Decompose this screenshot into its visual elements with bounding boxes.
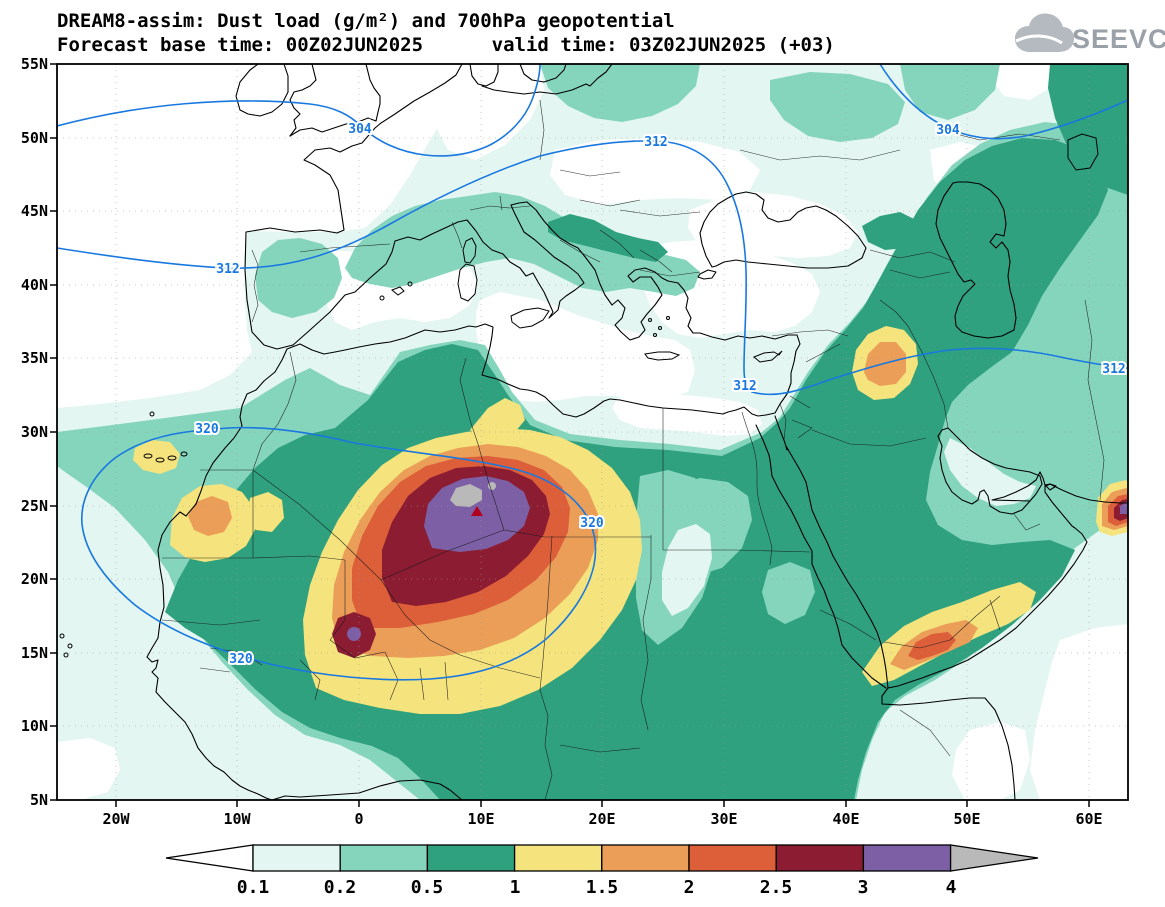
peak-marker-icon (471, 506, 483, 516)
colorbar-label: 2.5 (760, 877, 793, 898)
colorbar-segment (862, 844, 952, 872)
colorbar-segment (601, 844, 690, 872)
lat-tick-label: 55N (21, 55, 48, 73)
lat-tick-label: 25N (21, 497, 48, 515)
lon-tick-label: 40E (832, 810, 859, 828)
lat-tick-label: 45N (21, 202, 48, 220)
colorbar-label: 0.1 (237, 877, 270, 898)
title-line1: DREAM8-assim: Dust load (g/m²) and 700hP… (57, 10, 675, 32)
lat-tick-label: 50N (21, 129, 48, 147)
lat-tick-label: 30N (21, 423, 48, 441)
colorbar-label: 0.5 (411, 877, 444, 898)
axis-ticks (50, 63, 1090, 807)
contour-label: 320 (195, 422, 219, 437)
contour-label: 312 (733, 379, 756, 394)
lon-tick-label: 50E (953, 810, 980, 828)
lon-tick-label: 0 (354, 810, 363, 828)
colorbar-label: 4 (946, 877, 957, 898)
geopotential-contours: 304 304 312 312 312 312 320 320 320 (57, 64, 1128, 681)
lon-tick-label: 60E (1075, 810, 1102, 828)
colorbar-arrow-right (949, 844, 1039, 872)
colorbar: 0.1 0.2 0.5 1 1.5 2 2.5 3 4 (165, 844, 1039, 898)
map-canvas: 304 304 312 312 312 312 320 320 320 (57, 64, 1128, 800)
colorbar-label: 3 (858, 877, 869, 898)
lat-axis-labels: 55N 50N 45N 40N 35N 30N 25N 20N 15N 10N … (21, 55, 48, 809)
colorbar-segment (688, 844, 777, 872)
colorbar-segment (426, 844, 516, 872)
logo-text: SEEVCCC (1072, 24, 1165, 54)
colorbar-segment (252, 844, 341, 872)
lon-tick-label: 20E (588, 810, 615, 828)
country-borders (161, 99, 1105, 800)
lat-tick-label: 15N (21, 644, 48, 662)
lon-axis-labels: 20W 10W 0 10E 20E 30E 40E 50E 60E (102, 810, 1102, 828)
colorbar-label: 2 (684, 877, 695, 898)
lat-tick-label: 5N (30, 791, 48, 809)
contour-label: 304 (936, 123, 960, 138)
contour-label: 304 (348, 122, 372, 137)
lon-tick-label: 30E (710, 810, 737, 828)
colorbar-label: 1.5 (586, 877, 619, 898)
seevccc-logo: SEEVCCC (1014, 13, 1165, 54)
contour-label: 312 (1102, 362, 1125, 377)
dust-hole-patches (636, 438, 1036, 645)
colorbar-label: 0.2 (324, 877, 357, 898)
contour-label: 320 (229, 652, 253, 667)
cloud-icon (1014, 13, 1075, 52)
contour-label: 320 (580, 516, 604, 531)
dust-4-layer (450, 482, 496, 507)
lat-tick-label: 35N (21, 349, 48, 367)
colorbar-label: 1 (510, 877, 521, 898)
colorbar-segment (775, 844, 865, 872)
contour-label: 312 (644, 135, 667, 150)
colorbar-segment (513, 844, 603, 872)
lon-tick-label: 20W (102, 810, 130, 828)
colorbar-arrow-left (165, 844, 254, 872)
lon-tick-label: 10W (223, 810, 251, 828)
title-line2: Forecast base time: 00Z02JUN2025 valid t… (57, 34, 835, 56)
lat-tick-label: 20N (21, 570, 48, 588)
coastlines (59, 64, 1128, 800)
figure-title: DREAM8-assim: Dust load (g/m²) and 700hP… (57, 10, 835, 56)
contour-label: 312 (216, 262, 239, 277)
lat-tick-label: 10N (21, 717, 48, 735)
lat-tick-label: 40N (21, 276, 48, 294)
colorbar-segment (339, 844, 429, 872)
lon-tick-label: 10E (467, 810, 494, 828)
